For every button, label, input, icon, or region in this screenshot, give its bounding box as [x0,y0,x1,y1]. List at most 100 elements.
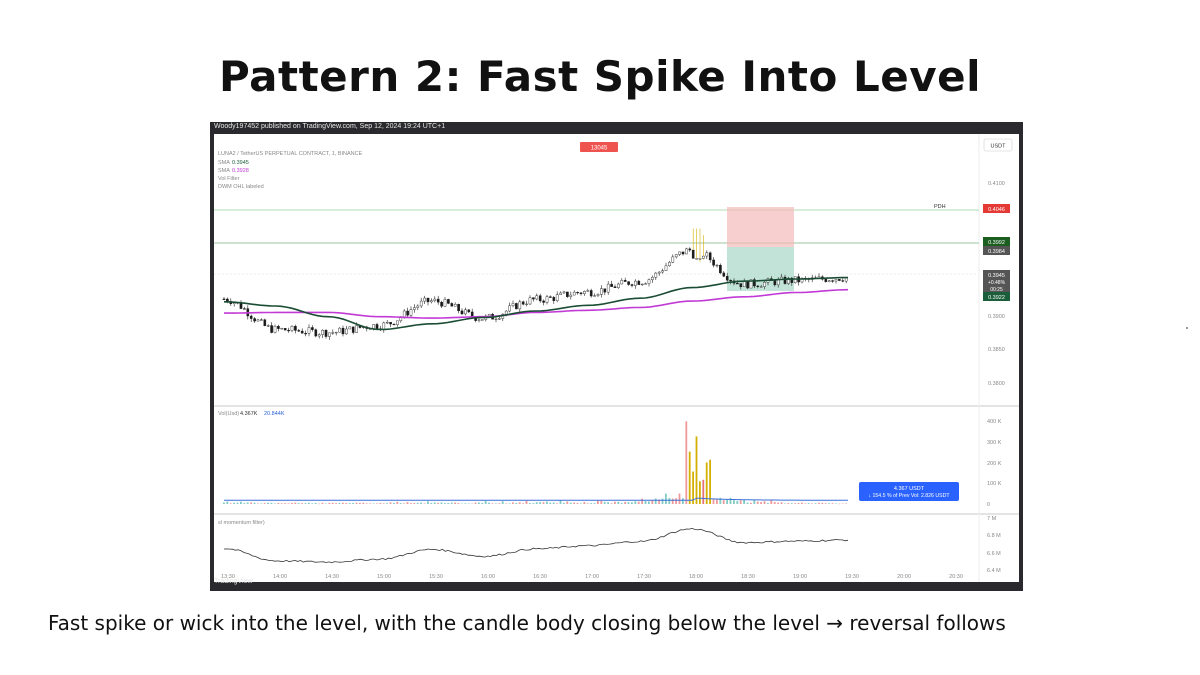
candle-body [460,310,464,315]
time-axis-label: 15:00 [377,574,391,580]
time-axis-label: 19:00 [793,574,807,580]
volume-bar [294,502,297,504]
volume-axis-label: 400 K [987,419,1002,425]
time-axis-label: 14:30 [325,574,339,580]
candle-body [430,300,433,303]
volume-bar [746,502,749,504]
volume-bar [471,503,473,505]
volume-bar [654,498,657,504]
volume-bar [253,502,256,504]
osc-axis-label: 6.4 M [987,568,1001,574]
volume-bar [784,503,786,504]
volume-bar [845,503,847,504]
volume-bar [682,498,684,504]
price-change-text: +0.48% [988,280,1006,286]
candle-body [406,310,409,316]
candle-body [613,286,617,288]
indicator-label-1: SMA [218,160,230,166]
volume-bar [787,503,790,504]
volume-bar [440,502,443,504]
slide-caption: Fast spike or wick into the level, with … [48,611,1006,635]
volume-bar [831,503,834,504]
candle-body [409,309,413,316]
volume-bar [495,503,497,504]
volume-bar [566,501,569,504]
candle-body [321,330,324,335]
volume-bar [726,499,728,504]
candle-body [586,290,590,292]
candle-body [630,284,634,286]
candle-body [266,325,270,327]
price-tag-last-text: 0.3945 [988,273,1005,279]
volume-bar [716,498,718,504]
candle-body [654,272,658,278]
candle-body [538,295,542,302]
time-axis-label: 13:30 [221,574,235,580]
candle-body [787,277,790,284]
volume-bar [563,502,565,504]
candle-body [345,328,348,335]
candle-body [396,320,399,325]
candle-body [297,330,301,332]
candle-body [668,262,671,267]
volume-bar [423,503,426,504]
oscillator-label: sl momentum filter) [218,520,265,526]
volume-bar [641,498,643,504]
volume-bar [569,502,572,504]
volume-bar [668,497,671,504]
volume-bar [539,502,541,504]
time-axis-label: 19:30 [845,574,859,580]
volume-bar [648,501,650,504]
volume-bar [352,502,354,504]
volume-bar [695,436,698,504]
candle-body [756,285,760,287]
volume-bar [512,502,514,504]
candle-body [423,297,426,302]
volume-bar [522,503,524,504]
indicator-label-2: SMA [218,168,230,174]
volume-bar [229,503,232,504]
candle-body [382,322,386,330]
candle-body [504,310,508,315]
volume-bar [297,503,300,504]
candle-body [436,298,440,303]
volume-bar [474,502,477,504]
candle-body [695,258,698,260]
volume-bar [304,503,307,504]
candle-body [773,280,777,286]
volume-bar [318,503,320,505]
volume-bar [386,503,388,504]
volume-bar [311,503,314,504]
candle-body [620,280,624,285]
volume-bar [675,498,677,504]
volume-bar [814,503,817,504]
candle-body [447,299,450,304]
indicator-label-3: Vol Filter [218,176,240,182]
volume-bar [403,503,405,504]
candle-body [280,328,284,330]
candle-body [555,294,559,301]
volume-bars [223,421,847,505]
candle-body [627,281,630,285]
volume-bar [692,471,694,504]
candle-body [702,255,705,259]
volume-bar [345,503,348,504]
volume-bar [348,503,351,504]
price-axis-label: 0.3850 [988,347,1005,353]
candle-body [304,332,307,335]
volume-bar [518,502,521,504]
price-tag-grey-text: 0.3984 [988,249,1005,255]
candle-body [355,325,358,333]
top-badge-text: 13045 [591,146,608,152]
volume-bar [841,503,844,505]
time-axis-label: 16:30 [533,574,547,580]
volume-bar [291,502,293,504]
candle-body [579,292,583,294]
volume-bar [369,503,371,504]
candle-body [685,248,688,255]
candle-body [426,297,430,303]
volume-bar [627,502,630,504]
candle-body [715,264,719,267]
volume-bar [559,500,562,504]
volume-bar [651,499,654,504]
